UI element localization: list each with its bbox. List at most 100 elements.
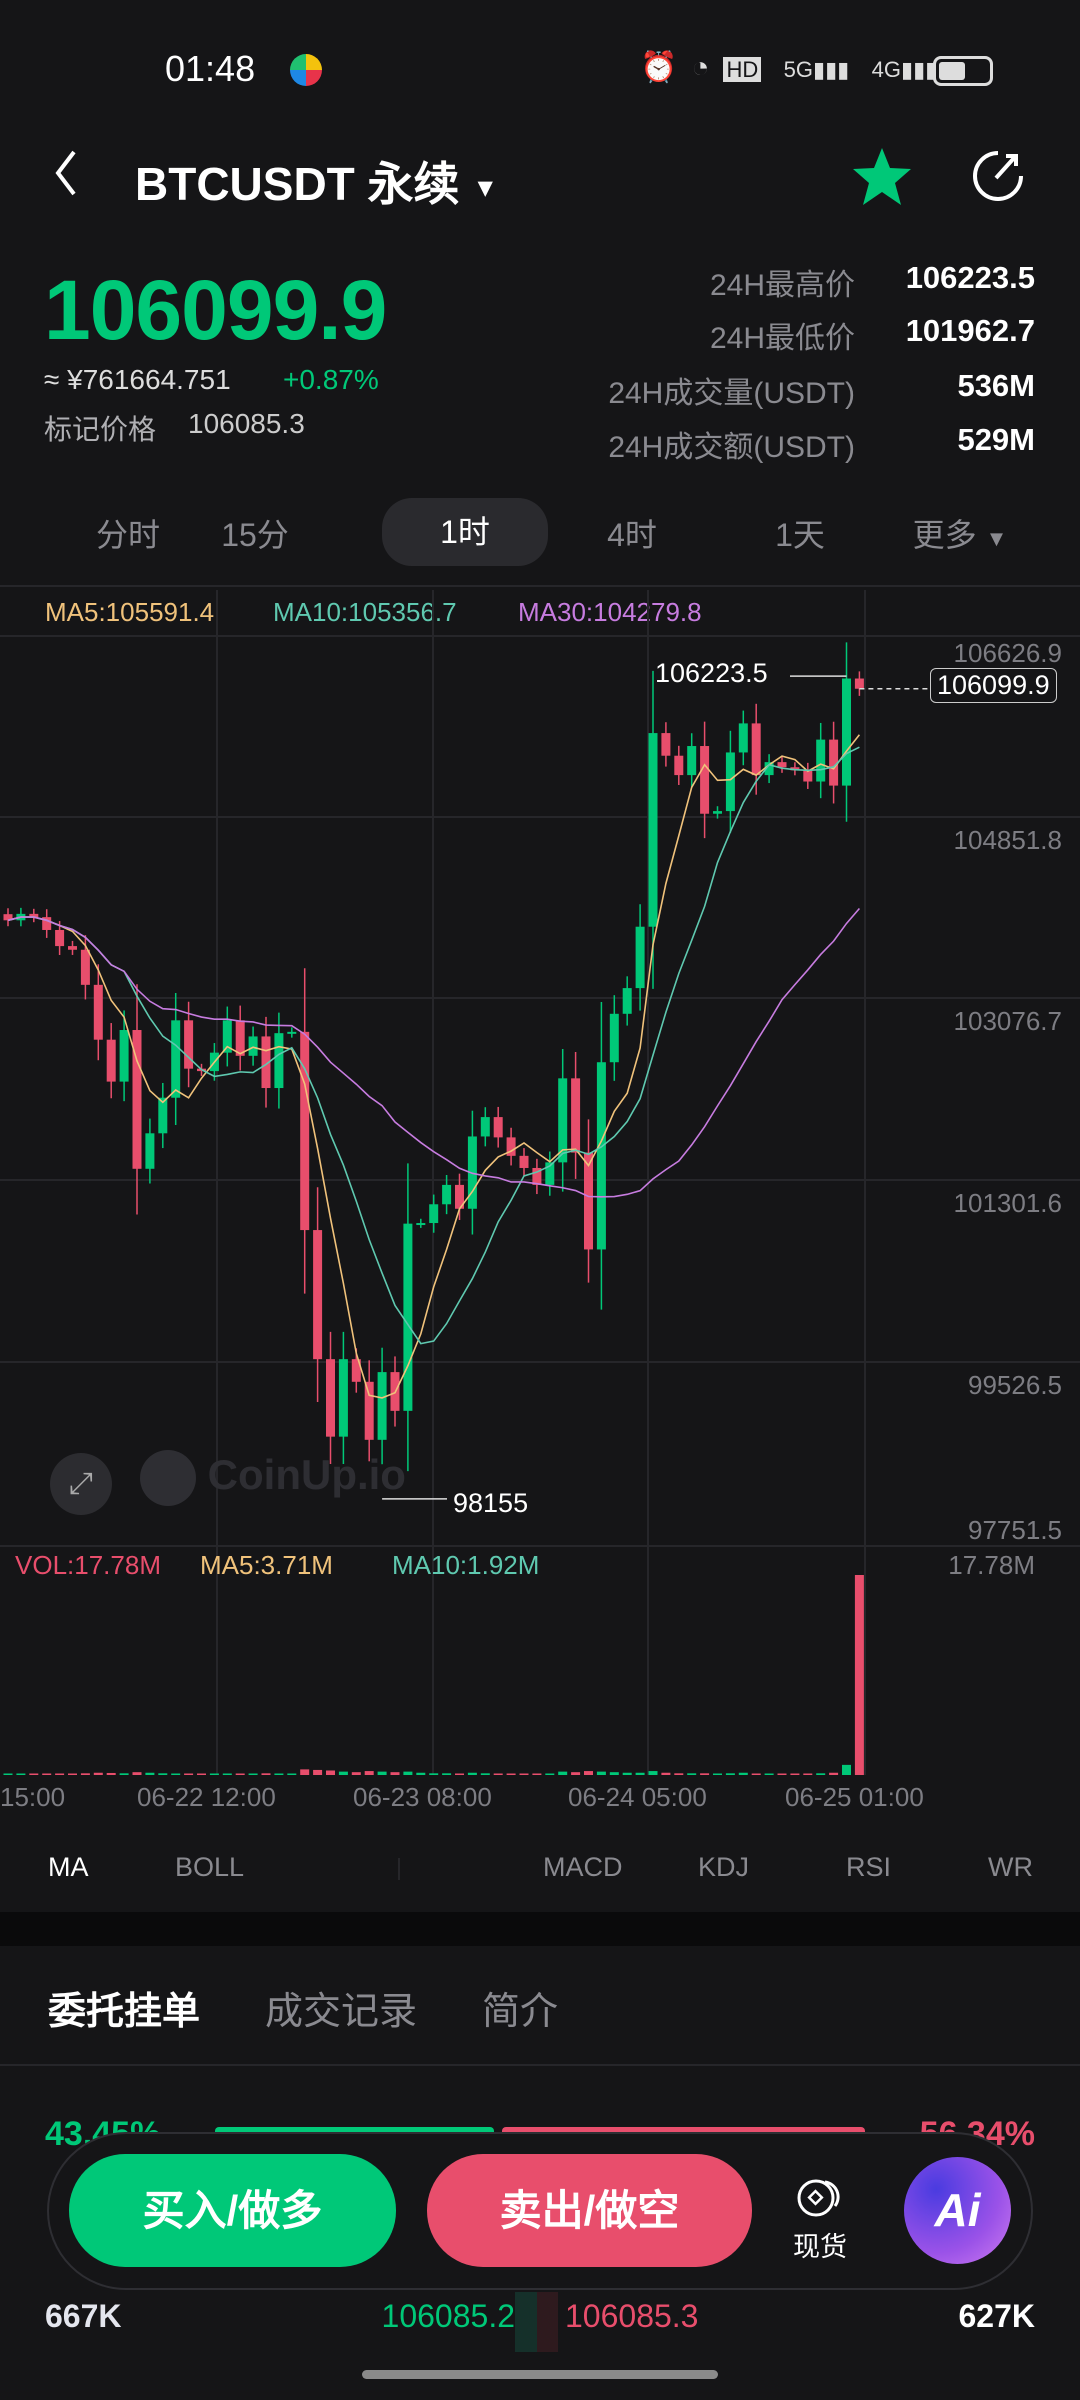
candle-body <box>364 1381 374 1440</box>
candle-body <box>635 926 645 989</box>
volume-bar <box>377 1771 387 1775</box>
stat-value: 536M <box>957 368 1035 403</box>
ask-price[interactable]: 106085.3 <box>565 2298 699 2334</box>
candlestick-chart[interactable] <box>0 620 1080 1780</box>
indicator-ma[interactable]: MA <box>48 1852 89 1882</box>
candle-body <box>132 1030 142 1169</box>
candle-body <box>558 1078 568 1163</box>
volume-bar <box>725 1773 735 1775</box>
candle-body <box>222 1020 232 1053</box>
status-time: 01:48 <box>165 48 256 89</box>
volume-bar <box>132 1772 142 1775</box>
volume-bar <box>532 1773 542 1775</box>
buy-long-button[interactable]: 买入/做多 <box>69 2154 396 2267</box>
volume-bar <box>854 1575 864 1775</box>
tab-open-orders[interactable]: 委托挂单 <box>48 1991 201 2033</box>
fullscreen-button[interactable]: ⤢ <box>50 1453 112 1515</box>
chevron-left-icon <box>55 150 76 196</box>
candle-body <box>248 1036 258 1056</box>
tab-trade-history[interactable]: 成交记录 <box>265 1991 418 2033</box>
candle-body <box>416 1223 426 1226</box>
vol-ma5-legend: MA5:3.71M <box>200 1550 333 1580</box>
home-indicator[interactable] <box>362 2370 718 2379</box>
candle-body <box>738 723 748 753</box>
back-button[interactable] <box>50 148 80 198</box>
candle-body <box>338 1359 348 1437</box>
volume-bar <box>571 1772 581 1775</box>
vol-ma10-legend: MA10:1.92M <box>392 1550 540 1580</box>
caret-down-icon: ▼ <box>472 172 499 203</box>
tab-interval-1h[interactable]: 1时 <box>382 498 548 566</box>
volume-bar <box>416 1772 426 1775</box>
volume-bar <box>235 1773 245 1775</box>
volume-bar <box>738 1772 748 1775</box>
indicator-wr[interactable]: WR <box>988 1852 1033 1882</box>
candle-body <box>519 1155 529 1168</box>
indicator-boll[interactable]: BOLL <box>175 1852 245 1882</box>
sell-short-button[interactable]: 卖出/做空 <box>427 2154 752 2267</box>
hd-icon: HD <box>723 57 762 82</box>
candle-body <box>764 762 774 776</box>
candle-body <box>493 1117 503 1138</box>
price-change: +0.87% <box>283 364 379 395</box>
share-icon[interactable] <box>970 148 1026 204</box>
mark-price: 106085.3 <box>188 408 305 439</box>
candle-body <box>351 1359 361 1382</box>
app-notification-icon <box>290 54 322 86</box>
symbol-selector[interactable]: BTCUSDT 永续 ▼ <box>135 148 498 214</box>
ask-depth-bar <box>537 2292 558 2352</box>
candle-body <box>480 1117 490 1137</box>
volume-bar <box>313 1769 323 1775</box>
battery-icon <box>933 56 993 86</box>
volume-bar <box>764 1773 774 1775</box>
volume-bar <box>790 1773 800 1775</box>
volume-bar <box>467 1772 477 1775</box>
high-label: 106223.5 <box>655 658 768 688</box>
indicator-macd[interactable]: MACD <box>543 1852 623 1882</box>
volume-bar <box>184 1773 194 1775</box>
volume-bar <box>545 1773 555 1775</box>
y-tick-label: 104851.8 <box>953 825 1062 855</box>
candle-body <box>274 1033 284 1089</box>
volume-bar <box>558 1771 568 1775</box>
stat-label: 24H成交额(USDT) <box>608 431 855 464</box>
x-tick-label: 06-22 12:00 <box>137 1782 276 1812</box>
volume-bar <box>635 1772 645 1775</box>
ai-assistant-button[interactable]: Ai <box>904 2157 1011 2264</box>
volume-bar <box>145 1772 155 1775</box>
volume-bar <box>55 1773 65 1775</box>
volume-bar <box>106 1772 116 1775</box>
volume-bar <box>197 1773 206 1775</box>
tab-intro[interactable]: 简介 <box>482 1991 559 2033</box>
ma30-legend: MA30:104279.8 <box>518 597 702 627</box>
bid-depth-bar <box>515 2292 537 2352</box>
volume-bar <box>480 1773 490 1775</box>
volume-bar <box>326 1770 335 1775</box>
volume-bar <box>42 1773 52 1775</box>
volume-bar <box>300 1769 310 1775</box>
volume-bar <box>713 1773 722 1775</box>
spot-button[interactable]: 现货 <box>790 2170 850 2264</box>
x-tick-label: 06-24 05:00 <box>568 1782 707 1812</box>
volume-bar <box>429 1773 439 1775</box>
tab-interval-more[interactable]: 更多 ▼ <box>880 510 1040 556</box>
candle-body <box>300 1031 310 1231</box>
indicator-kdj[interactable]: KDJ <box>698 1852 750 1882</box>
tab-interval-line[interactable]: 分时 <box>95 517 160 553</box>
candle-body <box>571 1078 581 1153</box>
volume-bar <box>119 1773 129 1775</box>
favorite-star-icon[interactable] <box>850 145 914 209</box>
bid-price[interactable]: 106085.2 <box>381 2298 515 2334</box>
indicator-rsi[interactable]: RSI <box>846 1852 892 1882</box>
candle-body <box>442 1184 452 1205</box>
volume-bar <box>674 1773 684 1775</box>
tab-interval-15m[interactable]: 15分 <box>221 517 289 553</box>
candle-body <box>106 1039 116 1082</box>
candle-body <box>648 733 658 927</box>
tab-interval-1d[interactable]: 1天 <box>775 517 825 553</box>
tab-interval-4h[interactable]: 4时 <box>607 517 657 553</box>
volume-bar <box>338 1771 348 1775</box>
cny-price: ≈ ¥761664.751 <box>44 364 231 395</box>
stat-value: 101962.7 <box>905 313 1035 348</box>
volume-bar <box>248 1773 258 1775</box>
